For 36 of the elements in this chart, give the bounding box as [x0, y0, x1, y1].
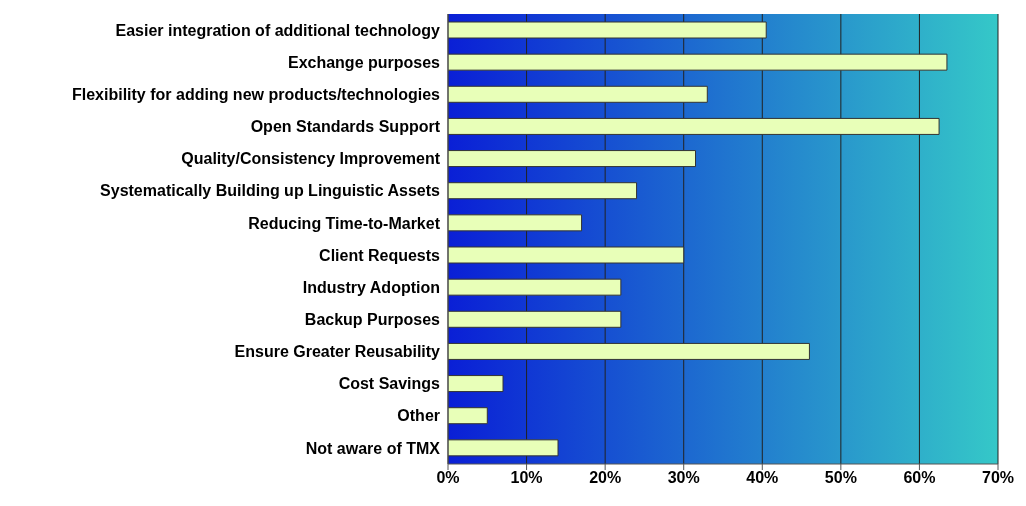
bar — [448, 214, 583, 232]
bar — [448, 407, 488, 425]
x-tick-label: 10% — [510, 469, 543, 487]
bar — [448, 246, 685, 264]
y-tick-label: Quality/Consistency Improvement — [181, 150, 441, 168]
y-tick-label: Ensure Greater Reusability — [234, 343, 441, 361]
y-tick-label: Flexibility for adding new products/technologies — [71, 86, 441, 104]
y-tick-label: Systematically Building up Linguistic Assets — [100, 182, 441, 200]
x-tick-label: 70% — [981, 469, 1015, 487]
bar — [448, 278, 622, 296]
y-tick-label: Not aware of TMX — [305, 439, 441, 457]
bar — [448, 310, 622, 328]
y-tick-label: Easier integration of additional technology — [115, 21, 441, 39]
y-tick-label: Client Requests — [319, 246, 441, 264]
bar — [448, 117, 940, 135]
y-tick-label: Exchange purposes — [287, 53, 441, 71]
bar — [448, 375, 504, 393]
x-tick-label: 50% — [824, 469, 857, 487]
y-tick-label: Cost Savings — [338, 375, 441, 393]
x-tick-label: 60% — [903, 469, 936, 487]
x-tick-label: 20% — [589, 469, 622, 487]
y-tick-label: Other — [397, 407, 440, 425]
y-tick-label: Backup Purposes — [304, 311, 441, 329]
y-tick-label: Industry Adoption — [302, 278, 440, 296]
x-tick-label: 30% — [667, 469, 700, 487]
x-tick-label: 0% — [436, 469, 460, 487]
bar — [448, 182, 638, 200]
x-tick-label: 40% — [746, 469, 779, 487]
bar — [448, 21, 767, 39]
bar — [448, 85, 708, 103]
bar — [448, 439, 559, 457]
y-tick-label: Reducing Time-to-Market — [248, 214, 441, 232]
bar — [448, 53, 948, 71]
y-tick-label: Open Standards Support — [250, 118, 441, 136]
bar — [448, 342, 810, 360]
bar — [448, 150, 696, 168]
